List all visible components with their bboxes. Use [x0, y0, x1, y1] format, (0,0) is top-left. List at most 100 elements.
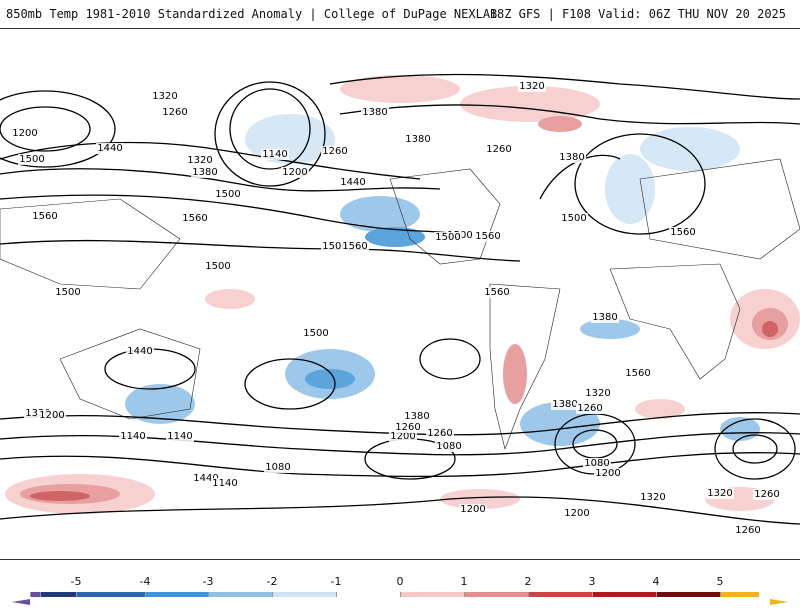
- contour-label: 1560: [182, 213, 207, 224]
- contour-label: 1080: [584, 458, 609, 469]
- colorbar-segment: [336, 592, 401, 597]
- contour-label: 1140: [167, 431, 192, 442]
- contour-label-bg: [211, 478, 239, 489]
- colorbar-segment: [592, 592, 657, 597]
- contour-label: 1200: [390, 431, 415, 442]
- contour-label-bg: [264, 462, 292, 473]
- contour-label: 1560: [32, 211, 57, 222]
- colorbar-tick-label: 1: [460, 575, 468, 588]
- contour-label: 1200: [12, 128, 37, 139]
- contour-label-bg: [753, 489, 781, 500]
- contour-label: 1260: [322, 146, 347, 157]
- contour-label-bg: [576, 403, 604, 414]
- contour-label-bg: [38, 410, 66, 421]
- contour-label: 1440: [127, 346, 152, 357]
- colorbar-segment: [656, 592, 721, 597]
- contour-label: 1380: [552, 399, 577, 410]
- weather-map[interactable]: 1320 1260 1200 1440 1500 1320 1380 1140 1260 1200…: [0, 28, 800, 560]
- contour-label: 1260: [427, 428, 452, 439]
- contour-label: 1320: [585, 388, 610, 399]
- contour-label-bg: [583, 458, 611, 469]
- contour-label: 1080: [436, 441, 461, 452]
- contour-label-bg: [584, 388, 612, 399]
- colorbar-arrows: [12, 599, 788, 605]
- contour-label-bg: [191, 167, 219, 178]
- colorbar-segment: [40, 592, 77, 597]
- model-run-info: 18Z GFS | F108 Valid: 06Z THU NOV 20 202…: [489, 7, 786, 21]
- colorbar-tick-label: -2: [266, 575, 278, 588]
- contour-label-bg: [485, 144, 513, 155]
- height-contours: [0, 73, 800, 525]
- contour-label-bg: [321, 241, 349, 252]
- contour-label-bg: [394, 422, 422, 433]
- contour-label-bg: [558, 152, 586, 163]
- contour-label: 1380: [192, 167, 217, 178]
- contour-label: 1320: [187, 155, 212, 166]
- contour-label-bg: [551, 399, 579, 410]
- contour-label-bg: [563, 508, 591, 519]
- contour-label-bg: [483, 287, 511, 298]
- contour-label: 1200: [282, 167, 307, 178]
- contour-label: 1560: [475, 231, 500, 242]
- contour-label-bg: [669, 227, 697, 238]
- colorbar-segment: [464, 592, 529, 597]
- map-header: 850mb Temp 1981-2010 Standardized Anomal…: [0, 0, 800, 28]
- contour-label-bg: [54, 287, 82, 298]
- contour-label-bg: [594, 468, 622, 479]
- colorbar-segment: [145, 592, 209, 597]
- contour-label: 1080: [265, 462, 290, 473]
- contour-label: 1500: [322, 241, 347, 252]
- contour-label: 1260: [754, 489, 779, 500]
- contour-label: 1440: [340, 177, 365, 188]
- colorbar-tick-label: 2: [524, 575, 532, 588]
- colorbar-tick-label: -5: [70, 575, 82, 588]
- contour-label: 1260: [395, 422, 420, 433]
- contour-label-bg: [186, 155, 214, 166]
- contour-label-bg: [434, 232, 462, 243]
- contour-label-bg: [734, 525, 762, 536]
- contour-label: 1260: [162, 107, 187, 118]
- contour-label: 1380: [405, 134, 430, 145]
- contour-label-bg: [706, 488, 734, 499]
- contour-label-bg: [339, 177, 367, 188]
- contour-label: 1140: [120, 431, 145, 442]
- colorbar-segment: [528, 592, 593, 597]
- contour-label-bg: [281, 167, 309, 178]
- contour-label-bg: [302, 328, 330, 339]
- contour-label: 1560: [670, 227, 695, 238]
- contour-label-bg: [119, 431, 147, 442]
- colorbar-segment: [30, 592, 41, 597]
- contour-label-bg: [11, 128, 39, 139]
- colorbar-tick-label: 5: [716, 575, 724, 588]
- contour-label-bg: [426, 428, 454, 439]
- colorbar-strip: [12, 591, 788, 605]
- colorbar-tick-label: 4: [652, 575, 660, 588]
- contour-label: 1500: [205, 261, 230, 272]
- contour-label: 1140: [262, 149, 287, 160]
- contour-label: 1260: [735, 525, 760, 536]
- contour-label-bg: [591, 312, 619, 323]
- contour-label-bg: [192, 473, 220, 484]
- contour-label-bg: [261, 149, 289, 160]
- contour-label-bg: [639, 492, 667, 503]
- map-title: 850mb Temp 1981-2010 Standardized Anomal…: [6, 7, 498, 21]
- contour-label: 1440: [193, 473, 218, 484]
- contour-label: 1560: [484, 287, 509, 298]
- contour-label: 1440: [97, 143, 122, 154]
- contour-label: 1500: [303, 328, 328, 339]
- colorbar-tick-label: -3: [202, 575, 214, 588]
- contour-label-bg: [321, 146, 349, 157]
- colorbar-tick-label: -4: [139, 575, 151, 588]
- contour-label: 1140: [212, 478, 237, 489]
- contour-label-bg: [151, 91, 179, 102]
- contour-label: 1380: [559, 152, 584, 163]
- contour-label-bg: [204, 261, 232, 272]
- contour-label: 1500: [561, 213, 586, 224]
- contour-label: 1320: [152, 91, 177, 102]
- contour-label: 1380: [404, 411, 429, 422]
- contour-label-bg: [435, 441, 463, 452]
- contour-label-bg: [404, 134, 432, 145]
- contour-label: 1200: [595, 468, 620, 479]
- colorbar-tick-label: 3: [588, 575, 596, 588]
